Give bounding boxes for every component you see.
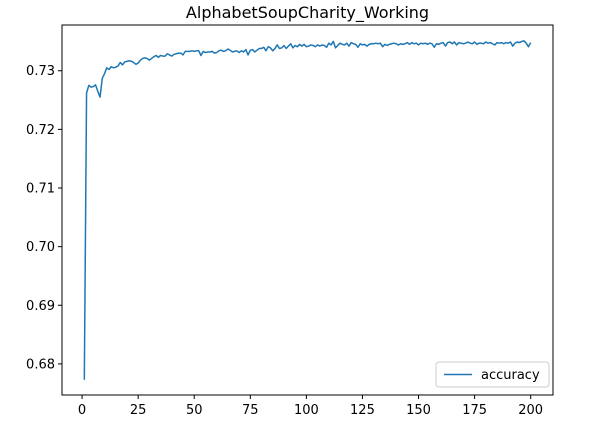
x-tick-label: 25	[130, 403, 147, 418]
y-tick-label: 0.69	[26, 299, 55, 314]
x-axis: 0 25 50 75 100 125 150 175 200	[78, 395, 543, 418]
x-tick-label: 75	[242, 403, 259, 418]
y-tick-label: 0.72	[26, 123, 55, 138]
legend-entry-accuracy: accuracy	[481, 368, 540, 383]
y-tick-label: 0.70	[26, 240, 55, 255]
x-tick-label: 100	[294, 403, 319, 418]
legend: accuracy	[435, 361, 550, 388]
series-line-accuracy	[83, 40, 532, 380]
x-tick-label: 175	[462, 403, 487, 418]
y-tick-label: 0.73	[26, 64, 55, 79]
x-tick-label: 125	[350, 403, 375, 418]
plot-frame	[61, 24, 554, 396]
chart-title: AlphabetSoupCharity_Working	[186, 3, 429, 23]
x-tick-label: 200	[518, 403, 543, 418]
x-tick-label: 50	[186, 403, 203, 418]
y-tick-label: 0.68	[26, 357, 55, 372]
y-axis: 0.68 0.69 0.70 0.71 0.72 0.73	[26, 64, 62, 372]
x-tick-label: 0	[78, 403, 86, 418]
legend-box	[435, 361, 550, 388]
x-tick-label: 150	[406, 403, 431, 418]
plot-area	[61, 24, 554, 396]
y-tick-label: 0.71	[26, 182, 55, 197]
series-layer	[83, 40, 532, 380]
